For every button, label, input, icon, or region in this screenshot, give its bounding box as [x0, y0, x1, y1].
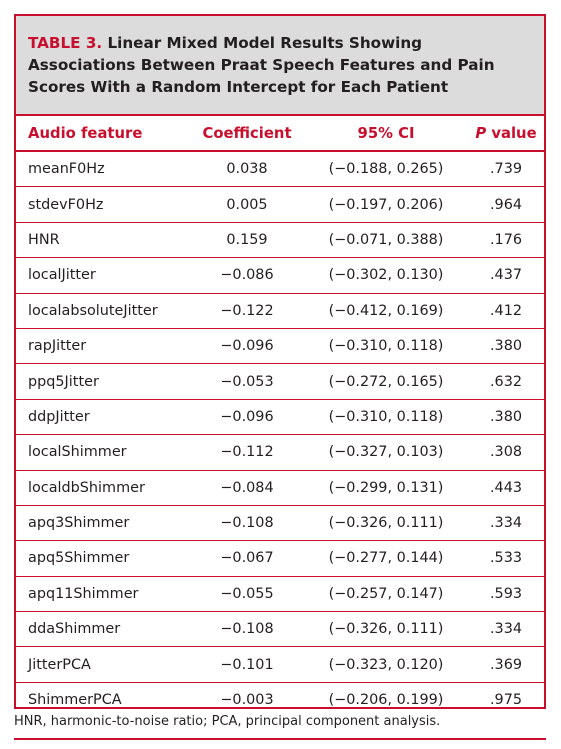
cell-p-value: .369	[468, 646, 544, 683]
table-row: localdbShimmer −0.084 (−0.299, 0.131) .443	[16, 470, 544, 506]
cell-audio-feature: ShimmerPCA	[28, 692, 122, 709]
cell-audio-feature: stdevF0Hz	[16, 186, 190, 223]
cell-p-value: .334	[468, 611, 544, 648]
table-row: ppq5Jitter −0.053 (−0.272, 0.165) .632	[16, 363, 544, 400]
cell-ci: (−0.302, 0.130)	[304, 257, 468, 294]
cell-ci: (−0.206, 0.199)	[328, 692, 444, 709]
cell-audio-feature: localabsoluteJitter	[16, 293, 190, 329]
cell-ci: (−0.310, 0.118)	[304, 328, 468, 365]
cell-p-value: .739	[468, 151, 544, 188]
cell-audio-feature: apq11Shimmer	[16, 576, 190, 613]
cell-audio-feature: ddpJitter	[16, 399, 190, 436]
table-row: apq3Shimmer −0.108 (−0.326, 0.111) .334	[16, 505, 544, 542]
cell-p-value: .308	[468, 434, 544, 471]
table-row: apq11Shimmer −0.055 (−0.257, 0.147) .593	[16, 576, 544, 613]
cell-coefficient: −0.101	[190, 646, 304, 683]
cell-coefficient: 0.005	[190, 186, 304, 223]
cell-p-value: .437	[468, 257, 544, 294]
cell-audio-feature: meanF0Hz	[16, 151, 190, 188]
table-footnote: HNR, harmonic-to-noise ratio; PCA, princ…	[14, 714, 441, 729]
table-row: HNR 0.159 (−0.071, 0.388) .176	[16, 222, 544, 259]
cell-audio-feature: localdbShimmer	[16, 470, 190, 506]
cell-p-value: .443	[468, 470, 544, 506]
cell-ci: (−0.188, 0.265)	[304, 151, 468, 188]
cell-coefficient: −0.067	[190, 540, 304, 577]
table-row: localShimmer −0.112 (−0.327, 0.103) .308	[16, 434, 544, 471]
table-row: JitterPCA −0.101 (−0.323, 0.120) .369	[16, 646, 544, 683]
cell-ci: (−0.071, 0.388)	[304, 222, 468, 259]
table-row: localJitter −0.086 (−0.302, 0.130) .437	[16, 257, 544, 294]
cell-ci: (−0.197, 0.206)	[304, 186, 468, 223]
table-row: ddaShimmer −0.108 (−0.326, 0.111) .334	[16, 611, 544, 648]
header-p-letter: P	[475, 124, 487, 142]
cell-coefficient: −0.053	[190, 363, 304, 400]
cell-coefficient: −0.096	[190, 328, 304, 365]
cell-p-value: .964	[468, 186, 544, 223]
cell-audio-feature: JitterPCA	[16, 646, 190, 683]
table-caption: TABLE 3. Linear Mixed Model Results Show…	[16, 16, 544, 114]
cell-audio-feature: ppq5Jitter	[16, 363, 190, 400]
cell-ci: (−0.412, 0.169)	[304, 293, 468, 329]
table-row: rapJitter −0.096 (−0.310, 0.118) .380	[16, 328, 544, 365]
table-body: meanF0Hz 0.038 (−0.188, 0.265) .739 stdevF0H…	[16, 151, 544, 717]
results-table: Audio feature Coefficient 95% CI P value…	[16, 114, 544, 717]
cell-ci: (−0.327, 0.103)	[304, 434, 468, 471]
table-row: ShimmerPCA −0.003 (−0.206, 0.199) .975	[16, 682, 544, 717]
cell-coefficient: −0.055	[190, 576, 304, 613]
cell-coefficient: 0.159	[190, 222, 304, 259]
cell-coefficient: −0.084	[190, 470, 304, 506]
table-frame: TABLE 3. Linear Mixed Model Results Show…	[14, 14, 546, 709]
cell-coefficient: −0.003	[220, 692, 274, 709]
header-row: Audio feature Coefficient 95% CI P value	[16, 114, 544, 152]
cell-p-value: .380	[468, 399, 544, 436]
table-label: TABLE 3.	[28, 34, 103, 52]
cell-p-value: .176	[468, 222, 544, 259]
cell-audio-feature: apq5Shimmer	[16, 540, 190, 577]
cell-p-value: .632	[468, 363, 544, 400]
header-p-value: P value	[468, 114, 544, 152]
cell-p-value: .334	[468, 505, 544, 542]
cell-ci: (−0.299, 0.131)	[304, 470, 468, 506]
cell-ci: (−0.277, 0.144)	[304, 540, 468, 577]
cell-ci: (−0.257, 0.147)	[304, 576, 468, 613]
cell-ci: (−0.272, 0.165)	[304, 363, 468, 400]
cell-coefficient: −0.086	[190, 257, 304, 294]
cell-audio-feature: localShimmer	[16, 434, 190, 471]
cell-ci: (−0.310, 0.118)	[304, 399, 468, 436]
cell-audio-feature: HNR	[16, 222, 190, 259]
cell-coefficient: −0.122	[190, 293, 304, 329]
cell-p-value: .533	[468, 540, 544, 577]
table-header: Audio feature Coefficient 95% CI P value	[16, 114, 544, 152]
cell-audio-feature: apq3Shimmer	[16, 505, 190, 542]
table-row: ddpJitter −0.096 (−0.310, 0.118) .380	[16, 399, 544, 436]
cell-coefficient: −0.096	[190, 399, 304, 436]
table-row: apq5Shimmer −0.067 (−0.277, 0.144) .533	[16, 540, 544, 577]
table-row: stdevF0Hz 0.005 (−0.197, 0.206) .964	[16, 186, 544, 223]
cell-ci: (−0.326, 0.111)	[304, 611, 468, 648]
cell-p-value: .975	[489, 692, 523, 709]
table-row: meanF0Hz 0.038 (−0.188, 0.265) .739	[16, 151, 544, 188]
cell-audio-feature: ddaShimmer	[16, 611, 190, 648]
cell-p-value: .380	[468, 328, 544, 365]
cell-ci: (−0.323, 0.120)	[304, 646, 468, 683]
cell-p-value: .412	[468, 293, 544, 329]
cell-coefficient: −0.112	[190, 434, 304, 471]
header-p-rest: value	[486, 124, 537, 142]
table-title: Linear Mixed Model Results Showing Assoc…	[28, 34, 495, 96]
cell-audio-feature: rapJitter	[16, 328, 190, 365]
cell-p-value: .593	[468, 576, 544, 613]
cell-coefficient: −0.108	[190, 611, 304, 648]
table-row: localabsoluteJitter −0.122 (−0.412, 0.169)…	[16, 293, 544, 329]
cell-coefficient: 0.038	[190, 151, 304, 188]
cell-audio-feature: localJitter	[16, 257, 190, 294]
header-coefficient: Coefficient	[190, 114, 304, 152]
header-ci: 95% CI	[304, 114, 468, 152]
cell-coefficient: −0.108	[190, 505, 304, 542]
cell-ci: (−0.326, 0.111)	[304, 505, 468, 542]
header-audio-feature: Audio feature	[16, 114, 190, 152]
bottom-rule	[14, 738, 546, 740]
